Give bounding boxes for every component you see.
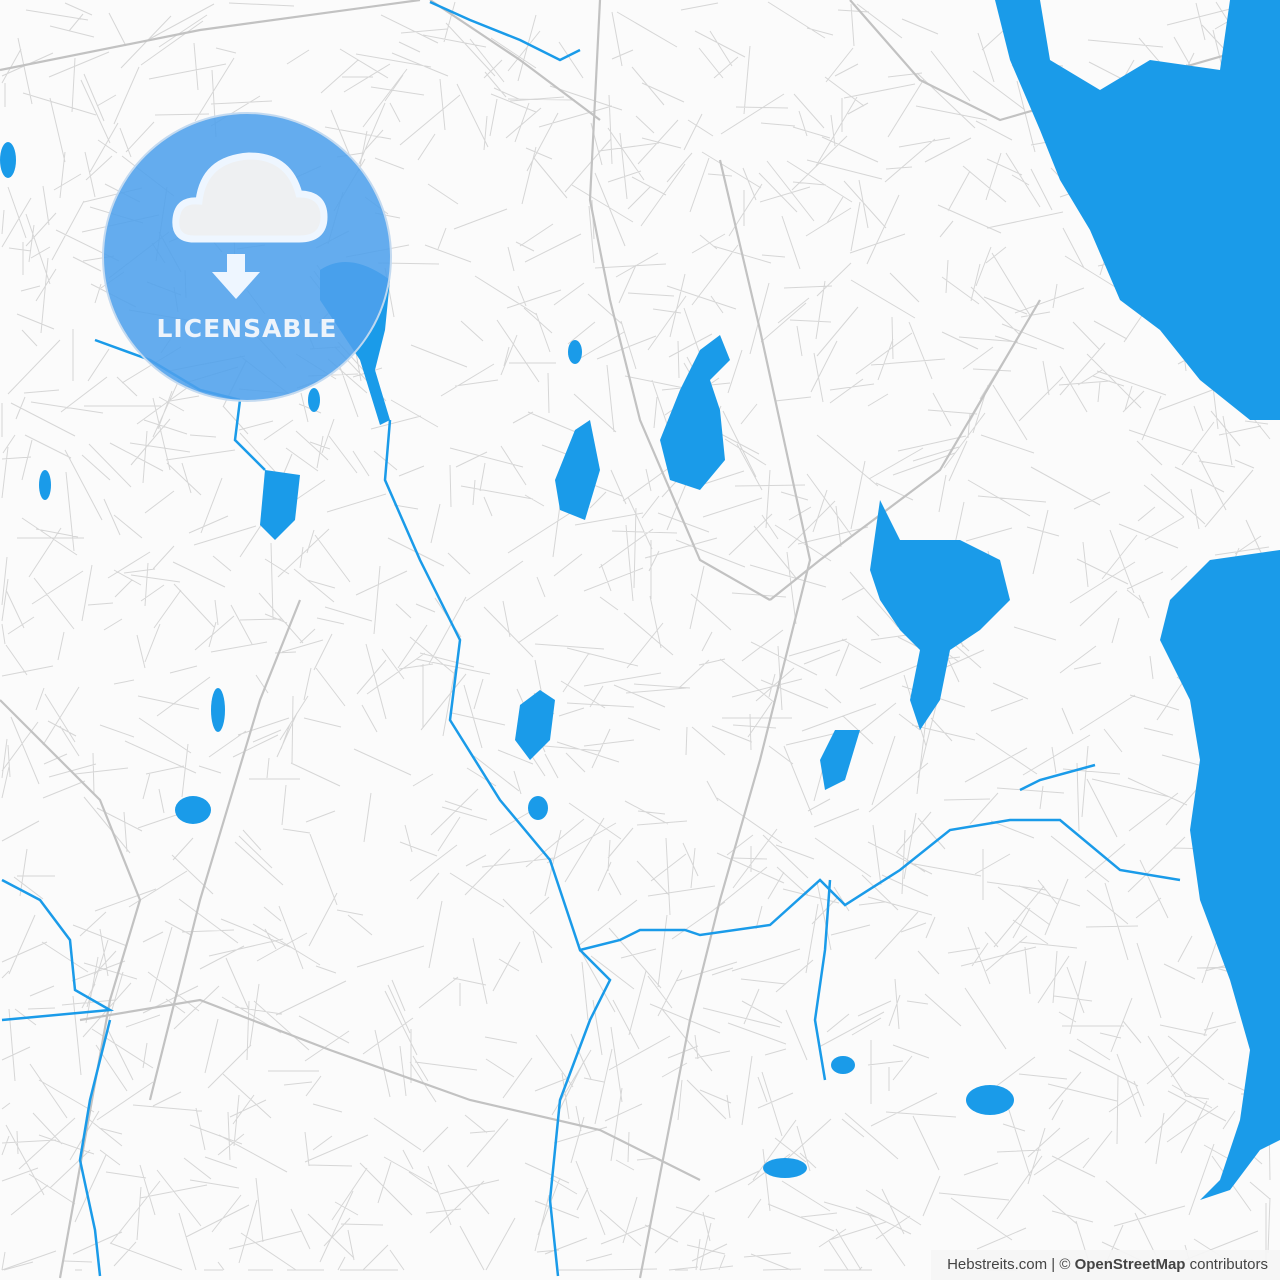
pond bbox=[870, 500, 1010, 730]
pond bbox=[568, 340, 582, 364]
badge-label: LICENSABLE bbox=[156, 314, 338, 343]
bay-east bbox=[1160, 550, 1280, 1200]
pond bbox=[515, 690, 555, 760]
pond bbox=[763, 1158, 807, 1178]
pond bbox=[831, 1056, 855, 1074]
pond bbox=[175, 796, 211, 824]
pond bbox=[39, 470, 51, 500]
pond bbox=[528, 796, 548, 820]
cloud-download-icon bbox=[172, 152, 328, 299]
pond bbox=[0, 142, 16, 178]
attribution: Hebstreits.com | © OpenStreetMap contrib… bbox=[931, 1250, 1280, 1280]
pond bbox=[260, 470, 300, 540]
pond bbox=[308, 388, 320, 412]
rivers bbox=[1, 0, 1181, 1277]
attribution-site-link[interactable]: Hebstreits.com bbox=[947, 1256, 1048, 1273]
harbor-north bbox=[995, 0, 1280, 420]
attribution-separator: | bbox=[1051, 1256, 1056, 1273]
osm-link[interactable]: OpenStreetMap bbox=[1074, 1256, 1186, 1273]
copyright-symbol: © bbox=[1059, 1256, 1071, 1273]
attribution-suffix: contributors bbox=[1189, 1256, 1268, 1273]
pond bbox=[555, 420, 600, 520]
pond bbox=[211, 688, 225, 732]
pond bbox=[820, 730, 860, 790]
licensable-badge[interactable]: LICENSABLE bbox=[102, 112, 392, 402]
pond bbox=[966, 1085, 1014, 1115]
pond bbox=[660, 335, 730, 490]
